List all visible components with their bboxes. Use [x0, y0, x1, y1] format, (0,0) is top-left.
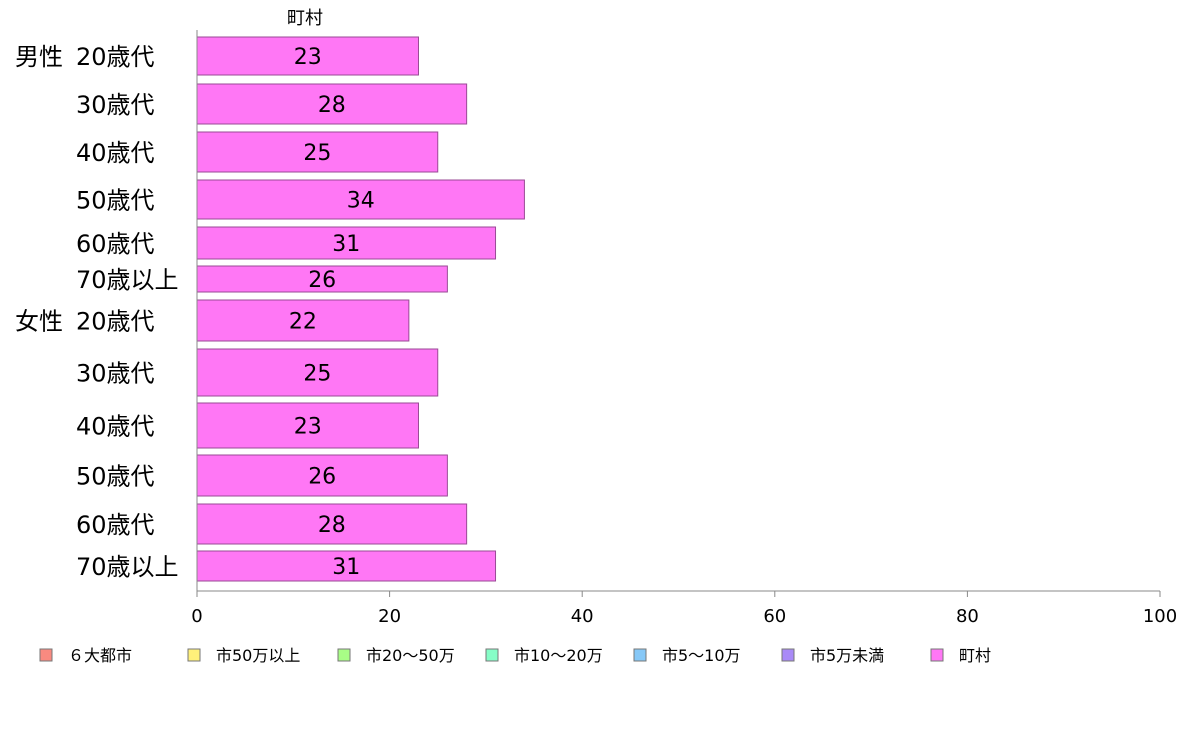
bar-value-label: 22	[289, 310, 317, 335]
category-label: 20歳代	[76, 308, 155, 336]
bar-value-label: 28	[318, 513, 346, 538]
bar-value-label: 34	[347, 189, 375, 214]
bar-value-label: 25	[303, 362, 331, 387]
legend-label: 市20〜50万	[366, 646, 455, 665]
category-label: 70歳以上	[76, 553, 179, 581]
bar	[196, 299, 410, 342]
category-label: 30歳代	[76, 91, 155, 119]
x-axis: 0 20 40 60 80 100	[191, 30, 1177, 627]
group-label: 男性	[15, 43, 63, 71]
legend-label: 市5〜10万	[662, 646, 741, 665]
legend-swatch	[39, 648, 53, 662]
bar-value-label: 26	[308, 268, 336, 293]
bar-value-label: 31	[332, 555, 360, 580]
category-label: 60歳代	[76, 230, 155, 258]
legend-swatch	[930, 648, 944, 662]
legend-label: 町村	[959, 646, 991, 665]
legend-swatch	[187, 648, 201, 662]
x-tick-label: 0	[191, 606, 202, 627]
x-tick-label: 20	[378, 606, 401, 627]
category-label: 20歳代	[76, 43, 155, 71]
bar-value-label: 26	[308, 465, 336, 490]
bar	[196, 83, 468, 125]
category-label: 40歳代	[76, 413, 155, 441]
bar	[196, 550, 497, 582]
legend: ６大都市 市50万以上 市20〜50万 市10〜20万 市5〜10万 市5万未満 町村	[39, 646, 991, 665]
bar	[196, 36, 419, 76]
category-label: 70歳以上	[76, 266, 179, 294]
x-tick-label: 60	[763, 606, 786, 627]
bar	[196, 179, 525, 220]
legend-swatch	[485, 648, 499, 662]
legend-swatch	[337, 648, 351, 662]
legend-label: 市50万以上	[216, 646, 300, 665]
bar	[196, 454, 448, 497]
category-label: 60歳代	[76, 511, 155, 539]
x-tick-label: 80	[956, 606, 979, 627]
legend-label: 市5万未満	[810, 646, 884, 665]
category-labels: 20歳代 30歳代 40歳代 50歳代 60歳代 70歳以上 20歳代 30歳代 40歳代 50歳…	[15, 43, 179, 581]
legend-swatch	[781, 648, 795, 662]
category-label: 40歳代	[76, 139, 155, 167]
category-label: 50歳代	[76, 463, 155, 491]
legend-label: ６大都市	[68, 646, 132, 665]
x-tick-label: 100	[1143, 606, 1177, 627]
legend-swatch	[633, 648, 647, 662]
bar	[196, 131, 439, 173]
legend-label: 市10〜20万	[514, 646, 603, 665]
category-label: 30歳代	[76, 360, 155, 388]
bar-value-label: 28	[318, 93, 346, 118]
bar-value-label: 23	[294, 415, 322, 440]
group-label: 女性	[15, 308, 63, 336]
bar	[196, 226, 497, 260]
bar-value-label: 31	[332, 232, 360, 257]
bar-value-label: 23	[294, 45, 322, 70]
bar	[196, 503, 468, 545]
x-tick-label: 40	[571, 606, 594, 627]
bars-layer: 23 28 25 34 31 26 22 25 23 26 28 31	[196, 36, 525, 582]
chart-title: 町村	[287, 8, 323, 29]
category-label: 50歳代	[76, 187, 155, 215]
bar-value-label: 25	[303, 141, 331, 166]
